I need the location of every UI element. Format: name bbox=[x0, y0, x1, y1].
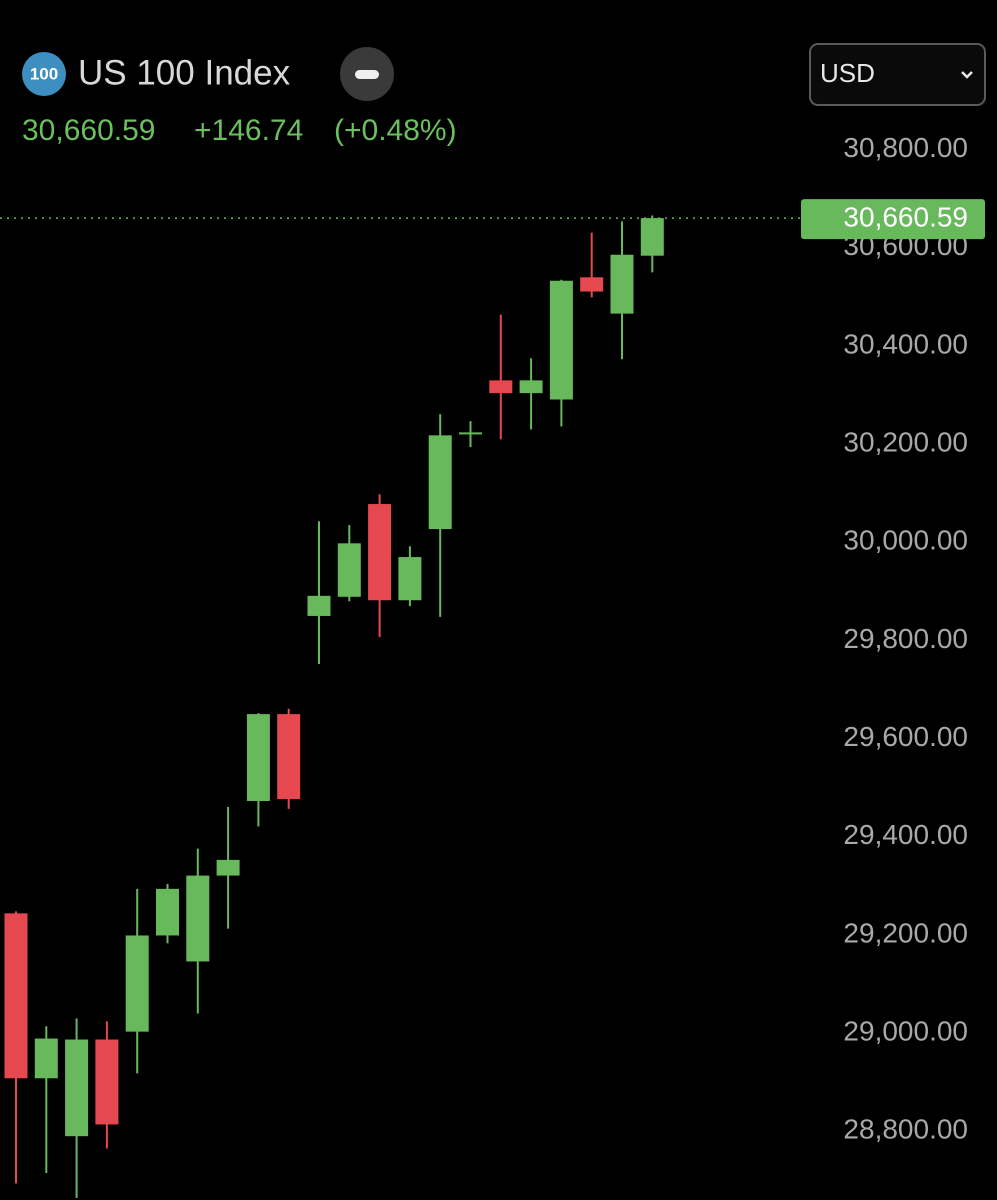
candle-body bbox=[156, 888, 179, 936]
index-icon-label: 100 bbox=[30, 64, 58, 83]
candle-body bbox=[610, 254, 634, 314]
y-tick-label: 30,200.00 bbox=[843, 427, 968, 458]
y-tick-label: 29,000.00 bbox=[843, 1016, 968, 1047]
candle-body bbox=[459, 432, 482, 435]
last-price-label: 30,660.59 bbox=[843, 202, 968, 233]
candle-body bbox=[398, 557, 422, 601]
currency-select[interactable]: USD bbox=[809, 43, 986, 106]
candle-body bbox=[307, 595, 331, 616]
candle-body bbox=[4, 913, 28, 1079]
candle-body bbox=[95, 1039, 119, 1125]
chart-title: US 100 Index bbox=[78, 53, 291, 92]
candle-body bbox=[580, 277, 604, 292]
last-price-box bbox=[801, 199, 985, 240]
candle-body bbox=[368, 504, 392, 601]
candle-body bbox=[640, 218, 664, 256]
remove-icon[interactable] bbox=[355, 70, 379, 79]
candle-body bbox=[428, 435, 452, 530]
candle-body bbox=[34, 1038, 58, 1079]
y-tick-label: 30,800.00 bbox=[843, 132, 968, 163]
candle-body bbox=[65, 1039, 89, 1137]
chevron[interactable] bbox=[961, 71, 973, 79]
candle-body bbox=[216, 859, 240, 876]
index-icon bbox=[22, 52, 66, 96]
y-tick-label: 30,000.00 bbox=[843, 525, 968, 556]
candle-body bbox=[186, 875, 210, 962]
change-percent: (+0.48%) bbox=[334, 114, 457, 147]
candle-body bbox=[549, 280, 573, 400]
candle-body bbox=[489, 380, 513, 394]
candle-body bbox=[246, 714, 270, 801]
candle-body bbox=[277, 714, 301, 800]
y-tick-label: 30,400.00 bbox=[843, 328, 968, 359]
y-tick-label: 28,800.00 bbox=[843, 1114, 968, 1145]
y-tick-label: 29,800.00 bbox=[843, 623, 968, 654]
currency-label[interactable]: USD bbox=[820, 58, 875, 88]
y-tick-label: 29,400.00 bbox=[843, 819, 968, 850]
currency-select-box[interactable] bbox=[809, 43, 986, 106]
plot: 28,800.00 29,000.00 29,200.00 29,400.00 29,6… bbox=[0, 132, 985, 1199]
candle-body bbox=[519, 380, 543, 394]
candle-body bbox=[337, 543, 361, 597]
y-tick-label: 29,600.00 bbox=[843, 721, 968, 752]
remove-button[interactable] bbox=[340, 47, 394, 101]
header: 100 US 100 Index 30,660.59 +146.74 (+0.4… bbox=[22, 43, 986, 147]
candle-body bbox=[125, 935, 149, 1032]
change: +146.74 bbox=[194, 114, 303, 147]
y-tick-label: 29,200.00 bbox=[843, 917, 968, 948]
price: 30,660.59 bbox=[22, 114, 155, 147]
